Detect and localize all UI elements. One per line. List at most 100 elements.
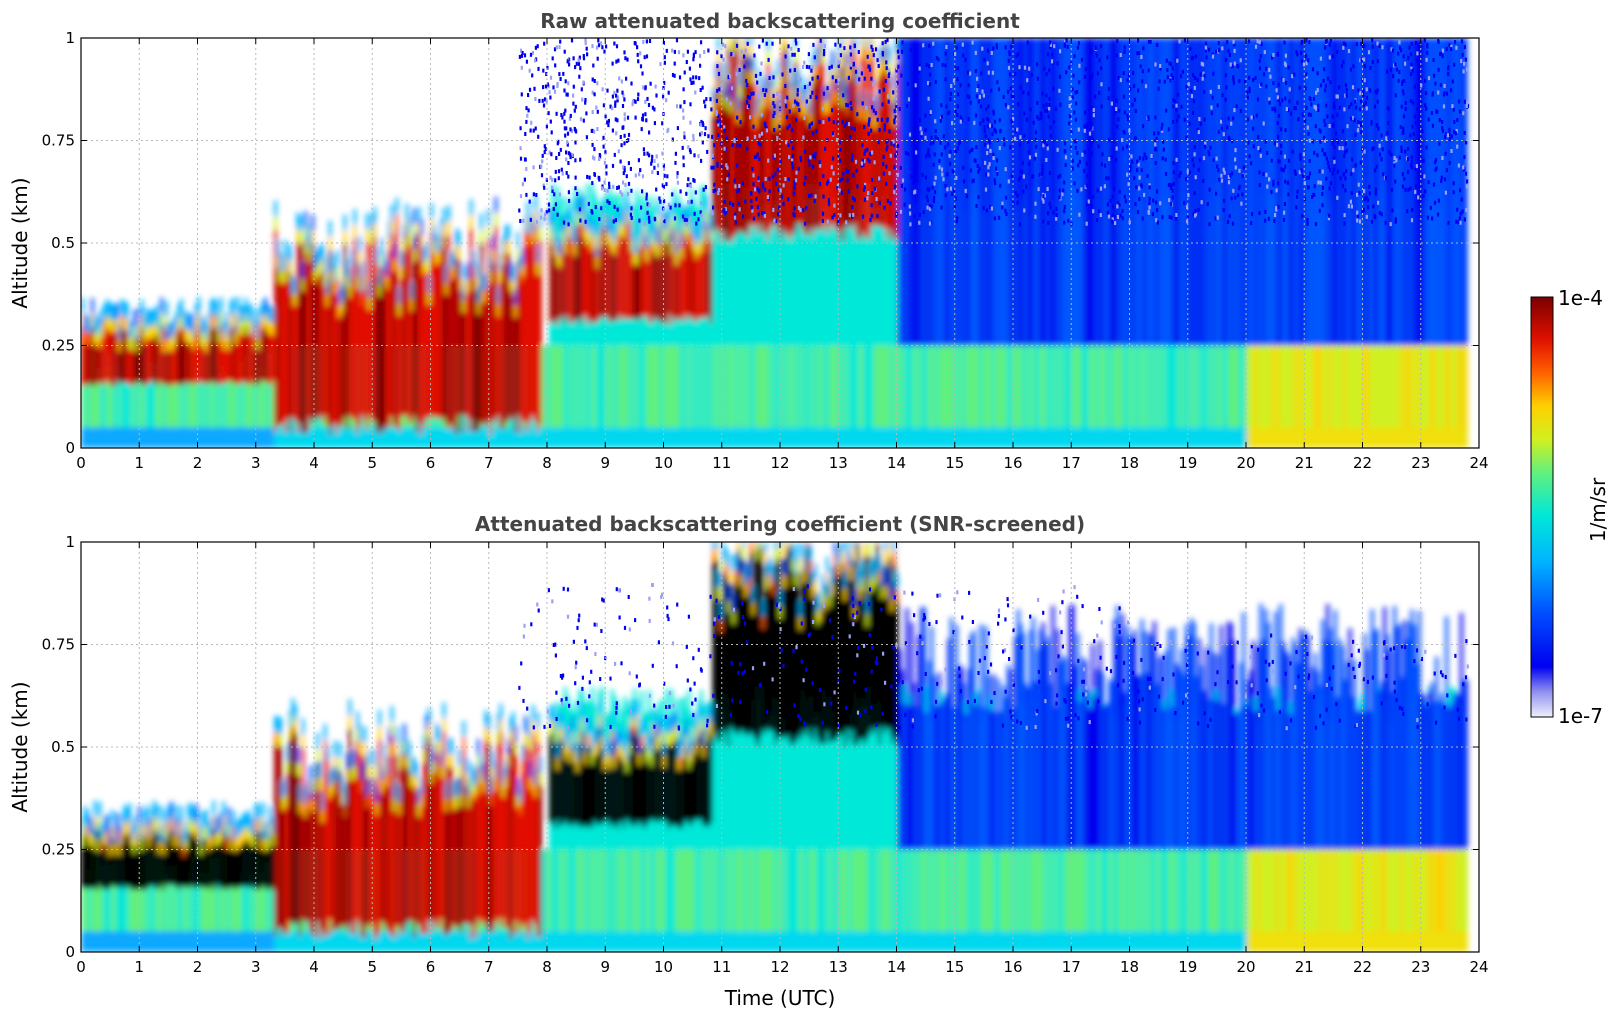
heatmap-cell — [746, 54, 751, 71]
heatmap-cell — [227, 371, 231, 428]
heatmap-cell — [896, 49, 900, 54]
heatmap-cell — [1130, 154, 1133, 159]
heatmap-cell — [722, 345, 726, 428]
heatmap-cell — [249, 313, 253, 333]
heatmap-cell — [552, 85, 555, 90]
heatmap-cell — [598, 220, 602, 237]
heatmap-cell — [1453, 62, 1456, 67]
heatmap-cell — [959, 119, 962, 124]
heatmap-cell — [978, 166, 981, 171]
heatmap-cell — [90, 427, 94, 448]
heatmap-cell — [271, 335, 275, 381]
heatmap-cell — [788, 109, 791, 114]
heatmap-cell — [1431, 216, 1434, 221]
heatmap-cell — [650, 245, 654, 324]
heatmap-cell — [1434, 81, 1437, 86]
heatmap-cell — [1434, 158, 1437, 163]
heatmap-cell — [791, 158, 794, 163]
heatmap-cell — [1264, 139, 1267, 144]
heatmap-cell — [400, 249, 404, 266]
heatmap-cell — [1447, 220, 1450, 225]
heatmap-cell — [85, 330, 90, 346]
heatmap-cell — [927, 81, 930, 86]
heatmap-cell — [875, 121, 879, 225]
heatmap-cell — [955, 219, 958, 224]
heatmap-cell — [642, 208, 647, 226]
heatmap-cell — [896, 144, 900, 148]
heatmap-cell — [1096, 71, 1099, 76]
heatmap-cell — [751, 427, 755, 448]
heatmap-cell — [571, 153, 574, 158]
heatmap-cell — [1354, 99, 1357, 104]
heatmap-cell — [875, 93, 879, 110]
heatmap-cell — [1259, 148, 1262, 153]
heatmap-cell — [848, 49, 852, 67]
heatmap-cell — [1004, 427, 1008, 448]
heatmap-cell — [1283, 202, 1286, 206]
heatmap-cell — [998, 215, 1001, 220]
heatmap-cell — [1283, 40, 1286, 45]
heatmap-cell — [1407, 187, 1410, 192]
heatmap-cell — [883, 205, 886, 210]
heatmap-cell — [1289, 427, 1293, 448]
heatmap-cell — [1197, 167, 1200, 172]
heatmap-cell — [564, 108, 567, 113]
heatmap-cell — [244, 303, 248, 327]
heatmap-cell — [1052, 210, 1055, 215]
heatmap-cell — [1452, 107, 1455, 112]
heatmap-cell — [1440, 345, 1444, 428]
heatmap-cell — [180, 303, 184, 328]
heatmap-cell — [113, 304, 117, 322]
heatmap-cell — [387, 231, 392, 251]
heatmap-cell — [286, 281, 290, 419]
heatmap-cell — [697, 226, 701, 243]
heatmap-cell — [1137, 88, 1140, 93]
heatmap-cell — [746, 41, 749, 46]
heatmap-cell — [733, 178, 736, 183]
heatmap-cell — [306, 252, 310, 432]
heatmap-cell — [860, 163, 863, 168]
heatmap-cell — [979, 427, 983, 448]
heatmap-cell — [675, 236, 679, 253]
heatmap-cell — [613, 240, 617, 256]
heatmap-cell — [544, 97, 547, 102]
heatmap-cell — [85, 345, 90, 386]
heatmap-cell — [1180, 38, 1184, 346]
heatmap-cell — [1360, 41, 1363, 46]
heatmap-cell — [729, 84, 733, 102]
heatmap-cell — [123, 301, 127, 318]
heatmap-cell — [921, 173, 924, 177]
heatmap-cell — [660, 232, 664, 256]
heatmap-cell — [197, 311, 201, 326]
heatmap-cell — [667, 205, 671, 222]
heatmap-cell — [555, 45, 558, 50]
heatmap-cell — [103, 345, 107, 428]
heatmap-cell — [93, 345, 97, 386]
heatmap-cell — [1308, 158, 1311, 163]
heatmap-cell — [795, 101, 799, 106]
heatmap-cell — [1328, 213, 1331, 218]
heatmap-cell — [746, 82, 751, 238]
heatmap-cell — [1165, 427, 1169, 448]
heatmap-cell — [1456, 207, 1459, 212]
heatmap-cell — [1139, 64, 1142, 69]
heatmap-cell — [209, 345, 213, 428]
heatmap-cell — [651, 105, 654, 110]
heatmap-cell — [1200, 200, 1203, 205]
heatmap-cell — [328, 227, 332, 250]
heatmap-cell — [350, 427, 354, 448]
heatmap-cell — [903, 202, 906, 207]
heatmap-cell — [1004, 45, 1007, 50]
heatmap-cell — [1296, 100, 1299, 105]
heatmap-cell — [105, 328, 109, 381]
heatmap-cell — [1115, 38, 1119, 346]
heatmap-cell — [959, 38, 963, 346]
heatmap-cell — [1221, 93, 1224, 98]
heatmap-cell — [452, 278, 456, 429]
heatmap-cell — [1004, 38, 1008, 346]
heatmap-cell — [1146, 174, 1149, 179]
heatmap-cell — [1282, 217, 1286, 222]
heatmap-cell — [1365, 87, 1368, 92]
heatmap-cell — [858, 77, 861, 82]
heatmap-cell — [971, 179, 974, 184]
